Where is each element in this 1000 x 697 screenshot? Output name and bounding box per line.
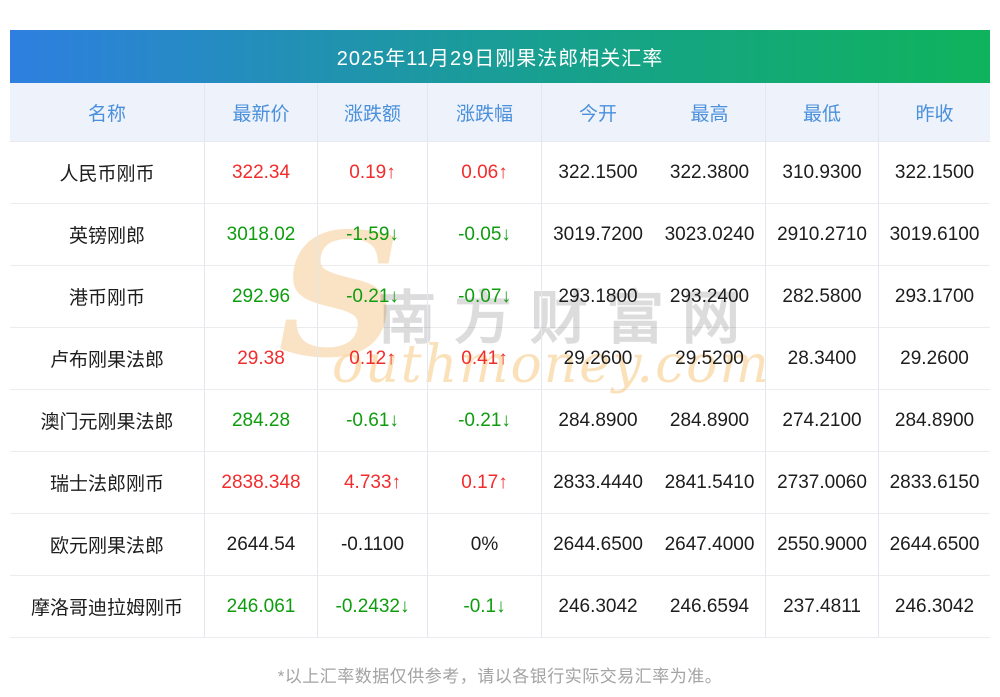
cell-high: 322.3800 (654, 142, 766, 203)
cell-change-amount: 4.733↑ (318, 452, 428, 513)
cell-open: 284.8900 (558, 409, 638, 431)
column-header-high: 最高 (654, 83, 766, 141)
column-header-change-percent: 涨跌幅 (428, 83, 542, 141)
cell-change-percent: 0.17↑ (428, 452, 542, 513)
disclaimer-text: *以上汇率数据仅供参考，请以各银行实际交易汇率为准。 (277, 667, 723, 686)
cell-low: 282.5800 (766, 266, 879, 327)
cell-low: 2910.2710 (766, 204, 879, 265)
cell-change-amount: -1.59↓ (318, 204, 428, 265)
cell-open: 322.1500 (558, 161, 638, 183)
cell-change-percent: 0% (428, 514, 542, 575)
cell-change-percent: 0.41↑ (428, 328, 542, 389)
cell-open: 29.2600 (563, 347, 633, 369)
cell-last-price: 246.061 (205, 576, 318, 637)
table-body: 人民币刚币 322.34 0.19↑ 0.06↑ 322.1500 322.3800 310… (10, 142, 990, 638)
cell-prev-close: 322.1500 (894, 161, 975, 183)
cell-change-amount: -0.21↓ (318, 266, 428, 327)
cell-change-amount: -0.2432↓ (318, 576, 428, 637)
cell-name: 英镑刚郎 (10, 204, 205, 265)
cell-change-amount: -0.1100 (318, 514, 428, 575)
cell-last-price: 284.28 (205, 390, 318, 451)
cell-name: 人民币刚币 (10, 142, 205, 203)
cell-low: 2737.0060 (766, 452, 879, 513)
cell-prev-close: 3019.6100 (889, 223, 980, 245)
cell-change-amount: 0.12↑ (318, 328, 428, 389)
cell-name: 澳门元刚果法郎 (10, 390, 205, 451)
table-row: 澳门元刚果法郎 284.28 -0.61↓ -0.21↓ 284.8900 284.890… (10, 390, 990, 452)
cell-change-percent: -0.21↓ (428, 390, 542, 451)
cell-last-price: 2838.348 (205, 452, 318, 513)
cell-change-percent: -0.07↓ (428, 266, 542, 327)
table-row: 摩洛哥迪拉姆刚币 246.061 -0.2432↓ -0.1↓ 246.3042 246.… (10, 576, 990, 638)
cell-last-price: 3018.02 (205, 204, 318, 265)
cell-high: 3023.0240 (654, 204, 766, 265)
column-header-name: 名称 (10, 83, 205, 141)
cell-high: 246.6594 (654, 576, 766, 637)
cell-high: 293.2400 (654, 266, 766, 327)
cell-last-price: 29.38 (205, 328, 318, 389)
exchange-rate-table: S 南方财富网 outhmoney.com 名称 最新价 涨跌额 涨跌幅 今开 最高 最低昨… (10, 83, 990, 638)
cell-change-percent: -0.1↓ (428, 576, 542, 637)
table-title: 2025年11月29日刚果法郎相关汇率 (336, 48, 664, 70)
cell-high: 29.5200 (654, 328, 766, 389)
column-header-low: 最低 (766, 83, 879, 141)
cell-prev-close: 293.1700 (894, 285, 975, 307)
cell-prev-close: 2833.6150 (889, 471, 980, 493)
column-header-open: 今开 (578, 103, 617, 125)
table-row: 卢布刚果法郎 29.38 0.12↑ 0.41↑ 29.2600 29.5200 28.34… (10, 328, 990, 390)
cell-low: 2550.9000 (766, 514, 879, 575)
cell-name: 卢布刚果法郎 (10, 328, 205, 389)
cell-last-price: 292.96 (205, 266, 318, 327)
cell-open: 246.3042 (558, 595, 638, 617)
cell-open: 3019.7200 (553, 223, 643, 245)
cell-prev-close: 2644.6500 (889, 533, 980, 555)
cell-last-price: 322.34 (205, 142, 318, 203)
cell-low: 28.3400 (766, 328, 879, 389)
cell-prev-close: 246.3042 (894, 595, 975, 617)
cell-name: 欧元刚果法郎 (10, 514, 205, 575)
cell-open: 2644.6500 (553, 533, 643, 555)
cell-name: 瑞士法郎刚币 (10, 452, 205, 513)
cell-high: 284.8900 (654, 390, 766, 451)
cell-prev-close: 284.8900 (894, 409, 975, 431)
cell-low: 237.4811 (766, 576, 879, 637)
table-row: 瑞士法郎刚币 2838.348 4.733↑ 0.17↑ 2833.4440 2841.5… (10, 452, 990, 514)
cell-name: 摩洛哥迪拉姆刚币 (10, 576, 205, 637)
column-header-change-amount: 涨跌额 (318, 83, 428, 141)
exchange-rate-page: 2025年11月29日刚果法郎相关汇率 S 南方财富网 outhmoney.co… (10, 30, 990, 687)
column-header-prev-close: 昨收 (915, 103, 954, 125)
table-row: 人民币刚币 322.34 0.19↑ 0.06↑ 322.1500 322.3800 310… (10, 142, 990, 204)
cell-open: 2833.4440 (553, 471, 643, 493)
cell-low: 274.2100 (766, 390, 879, 451)
cell-prev-close: 29.2600 (900, 347, 969, 369)
cell-change-amount: -0.61↓ (318, 390, 428, 451)
cell-change-percent: -0.05↓ (428, 204, 542, 265)
table-row: 港币刚币 292.96 -0.21↓ -0.07↓ 293.1800 293.2400 28… (10, 266, 990, 328)
table-row: 英镑刚郎 3018.02 -1.59↓ -0.05↓ 3019.7200 3023.024… (10, 204, 990, 266)
cell-change-percent: 0.06↑ (428, 142, 542, 203)
table-title-bar: 2025年11月29日刚果法郎相关汇率 (10, 30, 990, 83)
cell-name: 港币刚币 (10, 266, 205, 327)
cell-high: 2647.4000 (654, 514, 766, 575)
cell-last-price: 2644.54 (205, 514, 318, 575)
cell-open: 293.1800 (558, 285, 638, 307)
table-row: 欧元刚果法郎 2644.54 -0.1100 0% 2644.6500 2647.4000… (10, 514, 990, 576)
cell-high: 2841.5410 (654, 452, 766, 513)
column-header-last-price: 最新价 (205, 83, 318, 141)
cell-low: 310.9300 (766, 142, 879, 203)
cell-change-amount: 0.19↑ (318, 142, 428, 203)
table-header-row: 名称 最新价 涨跌额 涨跌幅 今开 最高 最低 昨收 (10, 83, 990, 142)
